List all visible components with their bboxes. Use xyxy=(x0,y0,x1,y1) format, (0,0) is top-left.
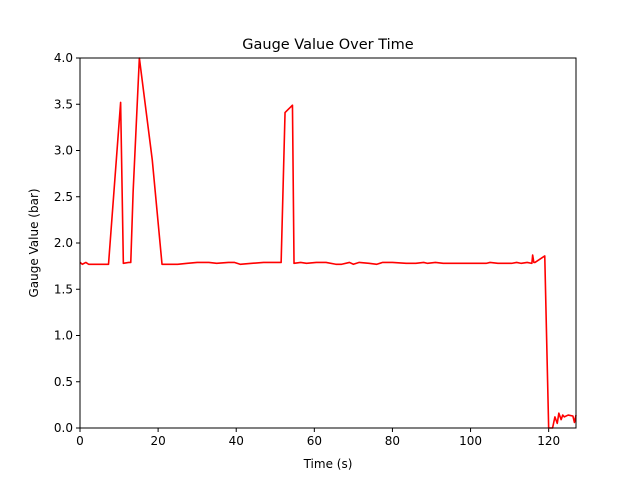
x-tick-label: 100 xyxy=(459,434,482,448)
x-tick-label: 80 xyxy=(385,434,400,448)
y-tick-label: 1.0 xyxy=(54,329,73,343)
y-tick-label: 3.5 xyxy=(54,97,73,111)
axis-ticks: 0 20 40 60 80 100 120 0.0 0.5 1.0 1.5 2.0 2.5 3.0 3.5 4… xyxy=(54,51,560,448)
x-tick-label: 40 xyxy=(229,434,244,448)
y-tick-label: 0.0 xyxy=(54,421,73,435)
y-tick-label: 3.0 xyxy=(54,144,73,158)
plot-area-frame xyxy=(79,57,577,429)
gauge-value-line xyxy=(79,57,577,429)
y-tick-label: 0.5 xyxy=(54,375,73,389)
series-group xyxy=(79,57,577,429)
chart-title: Gauge Value Over Time xyxy=(242,37,414,53)
y-tick-label: 4.0 xyxy=(54,51,73,65)
x-tick-label: 120 xyxy=(537,434,560,448)
x-axis-label: Time (s) xyxy=(303,457,353,471)
y-tick-label: 2.5 xyxy=(54,190,73,204)
x-tick-label: 0 xyxy=(76,434,84,448)
x-tick-label: 20 xyxy=(150,434,165,448)
y-axis-label: Gauge Value (bar) xyxy=(27,188,41,297)
x-tick-label: 60 xyxy=(307,434,322,448)
y-tick-label: 2.0 xyxy=(54,236,73,250)
y-tick-label: 1.5 xyxy=(54,282,73,296)
